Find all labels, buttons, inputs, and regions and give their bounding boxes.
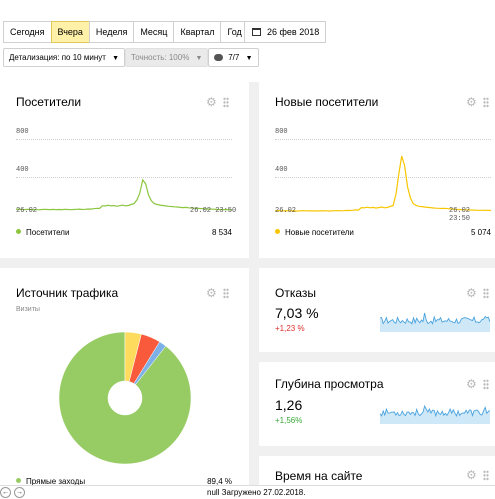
segments-label: 7/7 [228, 53, 240, 62]
widget-title: Время на сайте [275, 469, 363, 483]
metric-value: 1,26 [275, 397, 303, 413]
legend-label: Прямые заходы [26, 477, 86, 486]
detail-dropdown[interactable]: Детализация: по 10 минут ▼ [3, 48, 126, 67]
time-on-site-widget: Время на сайте ⚙ [259, 456, 495, 485]
legend-label: Посетители [26, 228, 70, 237]
new-visitors-chart [275, 155, 491, 212]
metric-value: 7,03 % [275, 305, 319, 321]
widget-title: Глубина просмотра [275, 377, 384, 391]
widget-title: Посетители [16, 95, 82, 109]
calendar-icon [252, 28, 261, 36]
period-week-button[interactable]: Неделя [88, 21, 134, 43]
bounce-widget: Отказы ⚙ 7,03 % +1,23 % [259, 268, 495, 352]
drag-handle-icon[interactable] [483, 97, 489, 108]
grid-line [16, 177, 232, 178]
date-picker-button[interactable]: 26 фев 2018 [244, 21, 327, 43]
sparkline-area [380, 406, 490, 424]
visitors-widget: Посетители ⚙ 800 400 26.02 26.02 23:50 П… [0, 82, 249, 258]
new-visitors-widget: Новые посетители ⚙ 800 400 26.02 26.02 2… [259, 82, 495, 258]
chart-legend: Прямые заходы [16, 477, 85, 486]
legend-dot [16, 478, 21, 483]
metric-delta: +1,23 % [275, 324, 305, 333]
segments-dropdown[interactable]: 7/7 ▼ [208, 48, 259, 67]
drag-handle-icon[interactable] [483, 470, 489, 481]
chart-legend: Новые посетители [275, 228, 354, 237]
x-start-label: 26.02 [16, 207, 38, 215]
sparkline-line [380, 312, 490, 325]
gear-icon[interactable]: ⚙ [206, 286, 217, 300]
comment-icon [214, 54, 223, 61]
widget-title: Источник трафика [16, 286, 119, 300]
series-line [275, 155, 491, 212]
legend-value: 8 534 [211, 228, 232, 237]
depth-widget: Глубина просмотра ⚙ 1,26 +1,56% [259, 362, 495, 446]
drag-handle-icon[interactable] [223, 288, 229, 299]
chevron-down-icon: ▼ [112, 55, 120, 62]
back-icon[interactable]: ← [0, 487, 11, 498]
metric-delta: +1,56% [275, 416, 303, 425]
legend-dot [16, 229, 21, 234]
gear-icon[interactable]: ⚙ [206, 95, 217, 109]
legend-value: 89,4 % [207, 477, 232, 486]
y-tick-label: 800 [16, 128, 29, 136]
accuracy-label: Точность: 100% [131, 53, 190, 62]
period-month-button[interactable]: Месяц [133, 21, 174, 43]
pie-slice[interactable] [58, 331, 192, 465]
widget-title: Отказы [275, 286, 317, 300]
depth-sparkline [380, 404, 490, 424]
sparkline-line [380, 404, 490, 418]
toolbar: Сегодня Вчера Неделя Месяц Квартал Год 2… [0, 0, 495, 82]
legend-value: 5 074 [470, 228, 491, 237]
gear-icon[interactable]: ⚙ [466, 286, 477, 300]
chart-subtitle: Визиты [16, 306, 40, 313]
chart-legend: Посетители [16, 228, 69, 237]
status-text: null Загружено 27.02.2018. [207, 488, 306, 497]
x-end-label: 26.02 23:50 [449, 207, 471, 223]
drag-handle-icon[interactable] [483, 379, 489, 390]
status-bar: ← → null Загружено 27.02.2018. [0, 485, 495, 499]
drag-handle-icon[interactable] [483, 288, 489, 299]
grid-line [275, 139, 491, 140]
sparkline-area [380, 313, 490, 332]
forward-icon[interactable]: → [14, 487, 25, 498]
detail-label: Детализация: [9, 53, 60, 62]
date-label: 26 фев 2018 [267, 27, 320, 37]
gear-icon[interactable]: ⚙ [466, 377, 477, 391]
chevron-down-icon: ▼ [195, 55, 203, 62]
detail-value: по 10 минут [61, 53, 106, 62]
drag-handle-icon[interactable] [223, 97, 229, 108]
traffic-pie-chart [58, 331, 192, 465]
grid-line [275, 177, 491, 178]
gear-icon[interactable]: ⚙ [466, 95, 477, 109]
period-quarter-button[interactable]: Квартал [173, 21, 221, 43]
traffic-source-widget: Источник трафика ⚙ Визиты Прямые заходы … [0, 268, 249, 486]
series-line [16, 178, 232, 211]
y-tick-label: 400 [16, 166, 29, 174]
chevron-down-icon: ▼ [245, 55, 253, 62]
bounce-sparkline [380, 312, 490, 332]
visitors-chart [16, 178, 232, 211]
pie-slice[interactable] [133, 341, 167, 385]
grid-line [16, 139, 232, 140]
legend-label: Новые посетители [285, 228, 354, 237]
legend-dot [275, 229, 280, 234]
accuracy-dropdown[interactable]: Точность: 100% ▼ [125, 48, 209, 67]
x-end-label: 26.02 23:50 [190, 207, 237, 215]
x-start-label: 26.02 [275, 207, 297, 215]
period-selector: Сегодня Вчера Неделя Месяц Квартал Год [3, 21, 249, 43]
period-today-button[interactable]: Сегодня [3, 21, 51, 43]
gear-icon[interactable]: ⚙ [466, 468, 477, 482]
period-yesterday-button[interactable]: Вчера [50, 21, 89, 43]
y-tick-label: 400 [275, 166, 288, 174]
y-tick-label: 800 [275, 128, 288, 136]
widget-title: Новые посетители [275, 95, 379, 109]
